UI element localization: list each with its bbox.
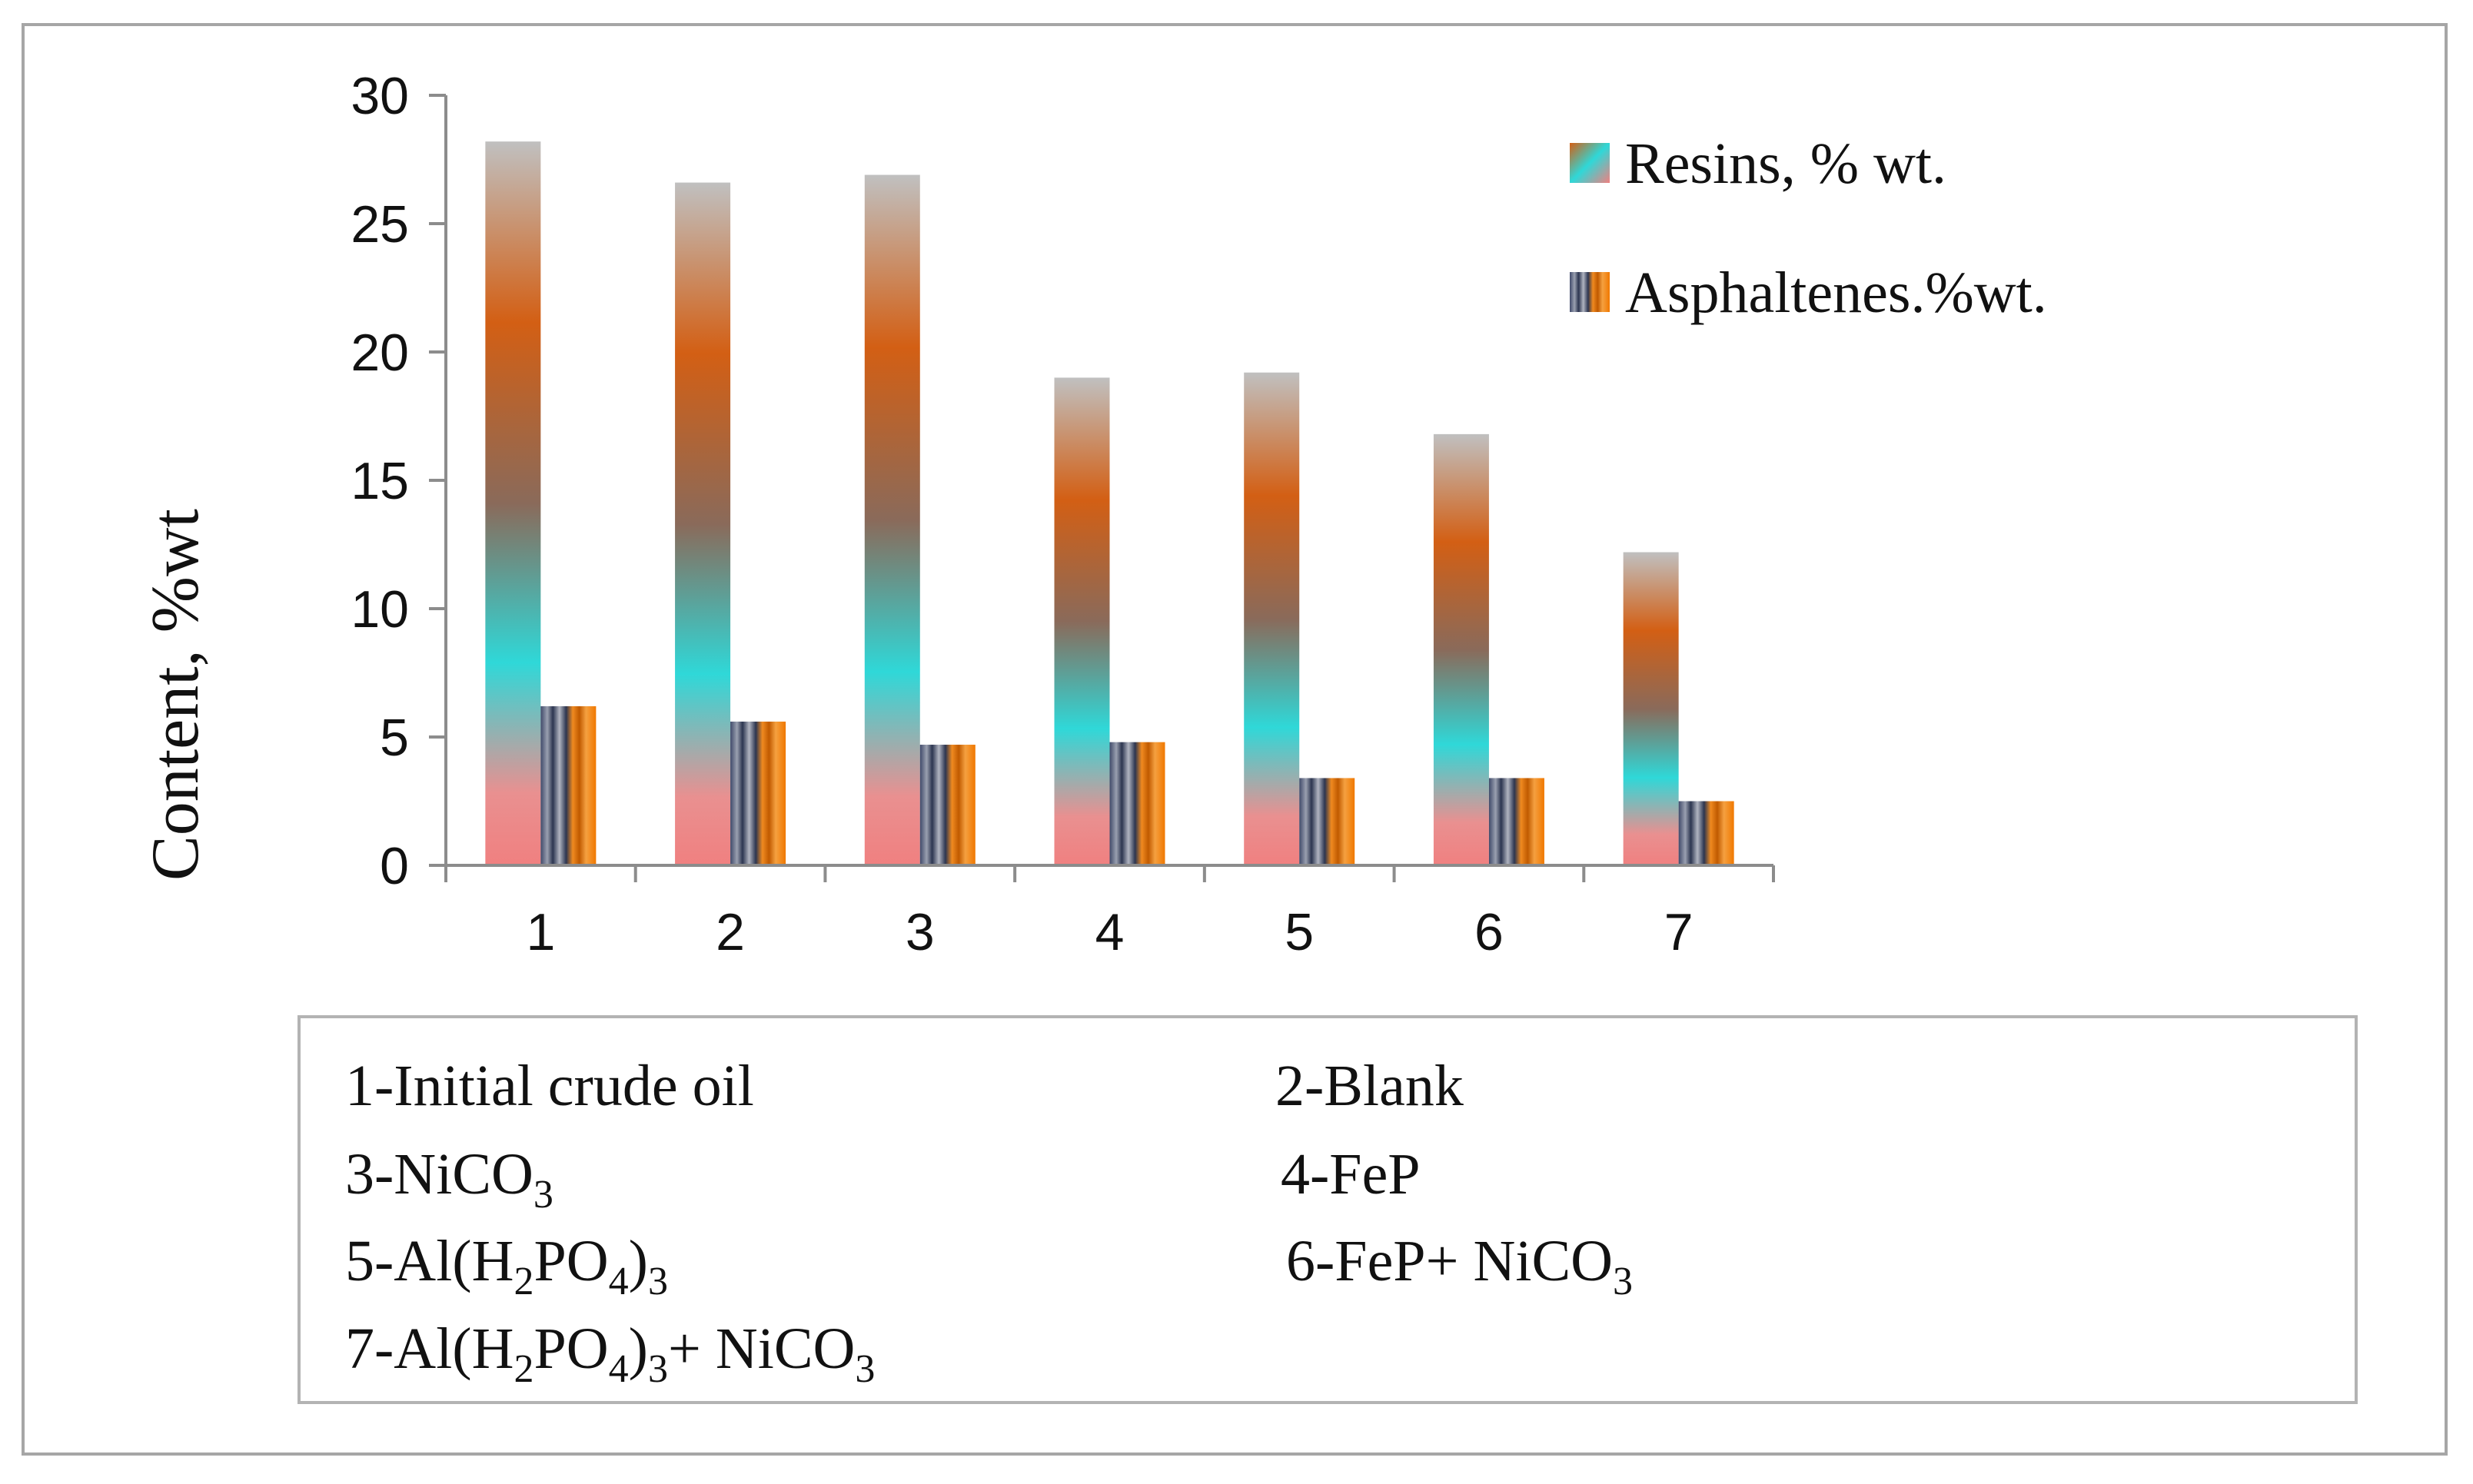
legend-swatch-resins	[1570, 143, 1610, 183]
key-item-7: 7-Al(H2PO4)3+ NiCO3	[345, 1316, 876, 1392]
bar-asphaltenes	[1488, 778, 1544, 865]
key-item-3: 3-NiCO3	[345, 1142, 553, 1217]
bar-resins	[1623, 552, 1679, 865]
x-tick-label: 5	[1285, 903, 1314, 961]
x-tick-label: 1	[526, 903, 555, 961]
key-item-1: 1-Initial crude oil	[345, 1054, 754, 1118]
y-tick-label: 5	[380, 709, 409, 767]
bar-asphaltenes	[1299, 778, 1355, 865]
x-tick-label: 3	[906, 903, 935, 961]
legend-swatch-asphaltenes	[1570, 272, 1610, 312]
legend-label-asphaltenes: Asphaltenes.%wt.	[1625, 261, 2047, 325]
bar-asphaltenes	[919, 745, 976, 865]
key-item-4: 4-FeP	[1281, 1142, 1421, 1207]
bar-resins	[1433, 433, 1489, 865]
x-tick-label: 6	[1474, 903, 1504, 961]
bar-resins	[485, 141, 541, 865]
y-tick-label: 30	[351, 67, 409, 125]
key-item-2: 2-Blank	[1275, 1054, 1464, 1118]
bar-asphaltenes	[1109, 742, 1165, 865]
x-tick-label: 2	[716, 903, 745, 961]
x-tick-label: 7	[1664, 903, 1694, 961]
y-tick-label: 15	[351, 452, 409, 510]
y-tick-label: 20	[351, 324, 409, 382]
bar-asphaltenes	[1678, 801, 1734, 865]
y-tick-label: 10	[351, 580, 409, 639]
bar-resins	[864, 174, 920, 866]
key-item-6: 6-FeP+ NiCO3	[1286, 1229, 1634, 1304]
category-key: 1-Initial crude oil 2-Blank 3-NiCO3 4-Fe…	[297, 1015, 2358, 1404]
key-item-5: 5-Al(H2PO4)3	[345, 1229, 668, 1304]
bar-asphaltenes	[730, 721, 786, 865]
bar-resins	[1244, 372, 1300, 866]
y-axis-label: Content, %wt	[138, 509, 213, 881]
bar-resins	[675, 182, 731, 865]
bar-chart: 0 5 10 15 20 25 30 1 2 3 4 5 6 7 Content, %wt Resins,…	[138, 67, 2047, 961]
y-tick-label: 25	[351, 195, 409, 254]
y-tick-label: 0	[380, 837, 409, 895]
chart-frame: 0 5 10 15 20 25 30 1 2 3 4 5 6 7 Content, %wt Resins,…	[22, 23, 2448, 1456]
legend-label-resins: Resins, % wt.	[1625, 131, 1946, 196]
bar-asphaltenes	[540, 705, 597, 865]
bar-resins	[1054, 377, 1110, 865]
x-tick-label: 4	[1095, 903, 1125, 961]
